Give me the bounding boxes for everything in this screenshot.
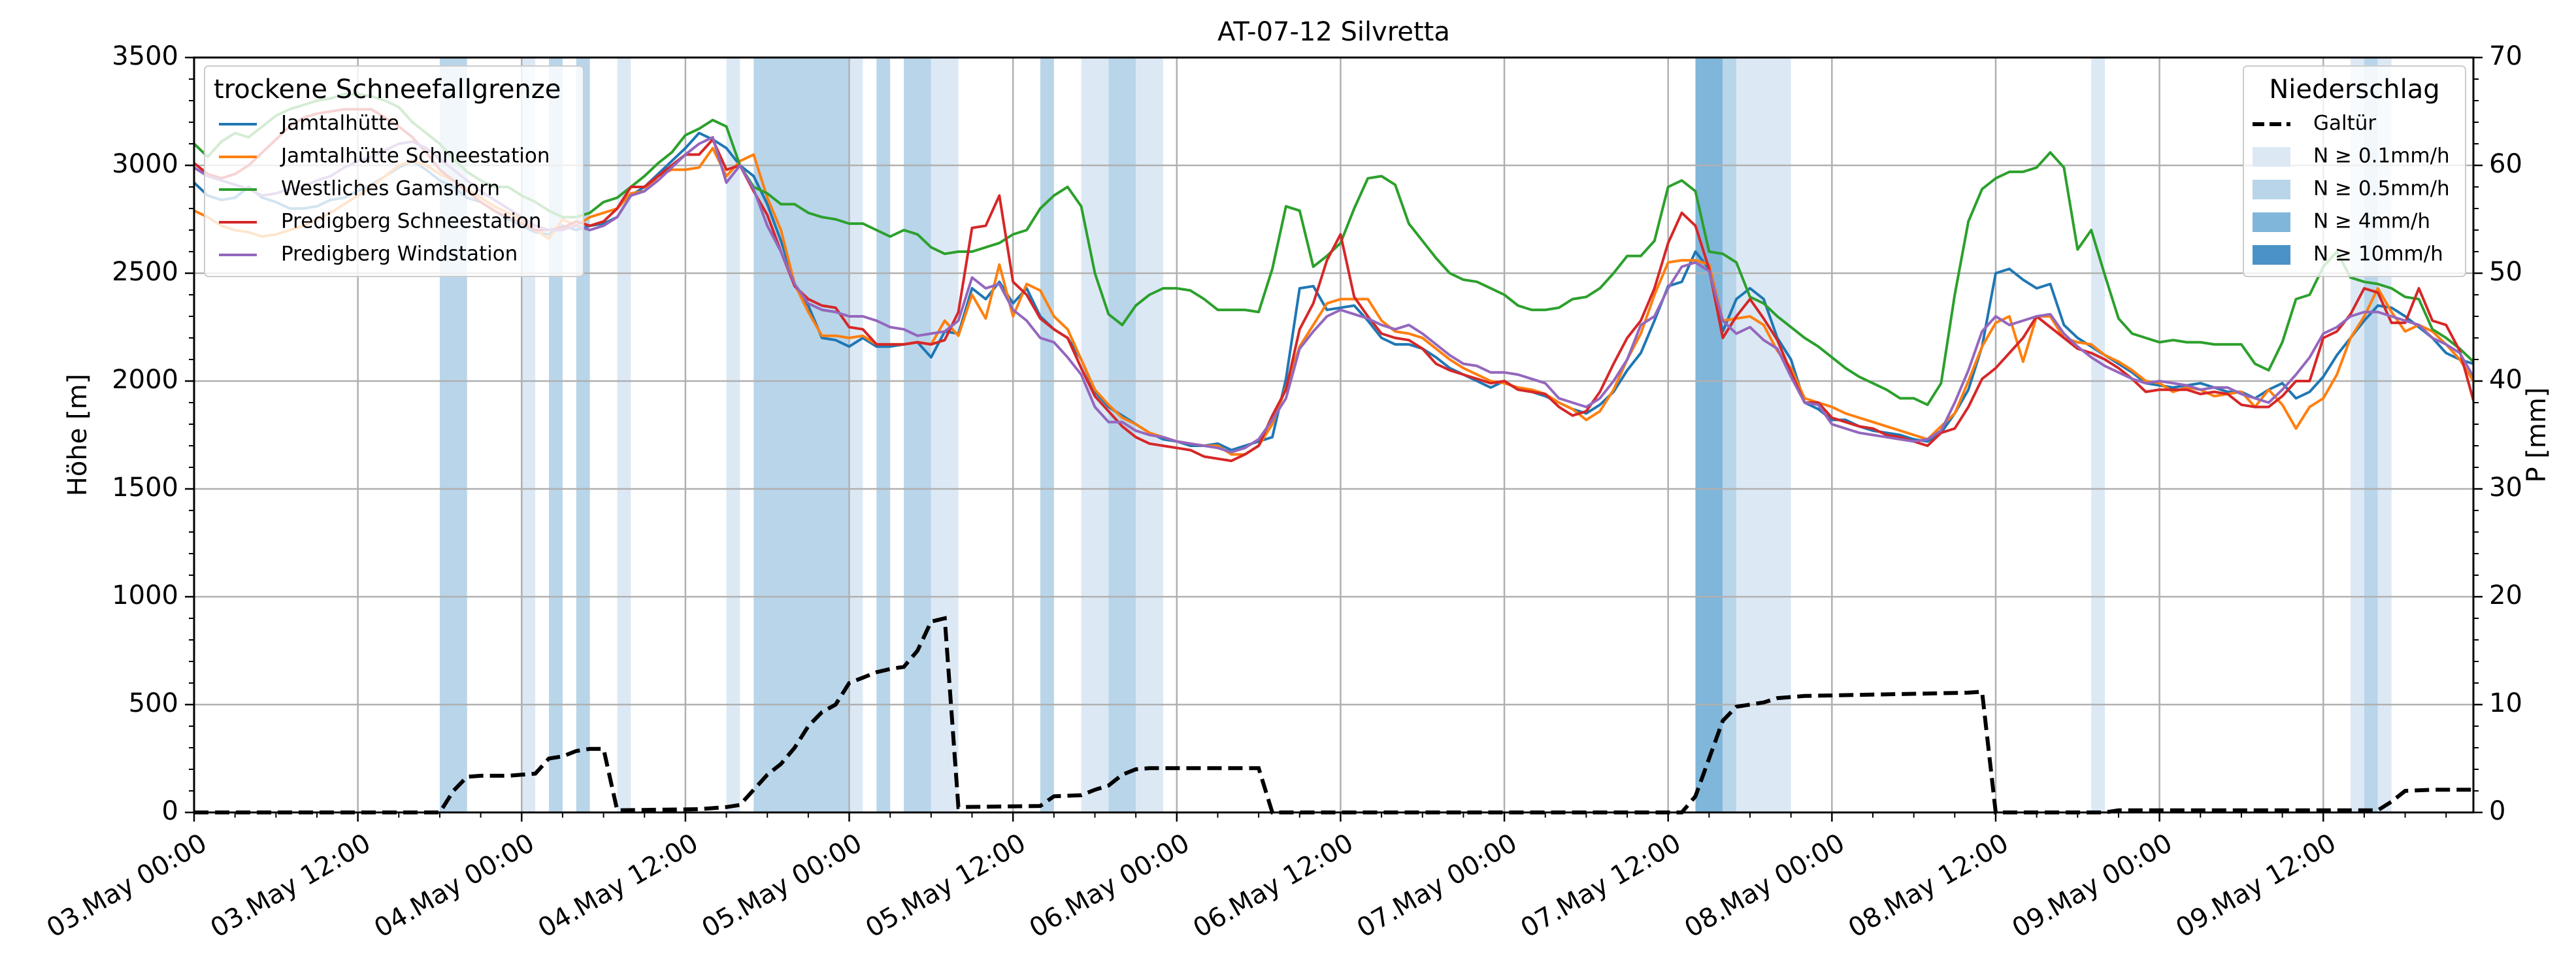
x-tick-label: 07.May 12:00 [1516, 828, 1687, 944]
precip-band [1695, 58, 1723, 812]
legend-snowline-title: trockene Schneefallgrenze [214, 75, 561, 105]
y-right-tick-label: 30 [2489, 473, 2522, 503]
y-left-tick-label: 3000 [112, 149, 178, 179]
precip-band [2091, 58, 2105, 812]
legend-snowline-items: Jamtalhütte Jamtalhütte Schneestation West… [219, 112, 550, 266]
y-left-tick-label: 0 [162, 796, 178, 826]
precip-band [726, 58, 740, 812]
precip-line-galtuer [194, 616, 2473, 814]
x-tick-label: 07.May 00:00 [1352, 828, 1523, 944]
legend-swatch-band [2253, 147, 2290, 167]
x-tick-label: 09.May 12:00 [2171, 828, 2341, 944]
precip-band [617, 58, 631, 812]
y-right-tick-label: 20 [2489, 580, 2522, 610]
plot-frame [193, 56, 2475, 814]
precip-band [1723, 58, 1737, 812]
legend-label: N ≥ 0.5mm/h [2313, 177, 2450, 201]
precip-band [1081, 58, 1109, 812]
legend-label: Jamtalhütte Schneestation [280, 144, 550, 168]
precip-band [931, 58, 959, 812]
x-tick-label: 06.May 00:00 [1025, 828, 1195, 944]
precip-band [904, 58, 931, 812]
precip-band [1040, 58, 1054, 812]
legend-label: Jamtalhütte [280, 112, 399, 135]
legend-precip-box [2243, 65, 2466, 277]
x-tick-label: 03.May 12:00 [205, 828, 376, 944]
x-tick-label: 08.May 12:00 [1843, 828, 2014, 944]
x-tick-label: 06.May 12:00 [1188, 828, 1359, 944]
precip-series [194, 616, 2473, 814]
precip-band [1736, 58, 1791, 812]
legend-label: Westliches Gamshorn [281, 177, 500, 201]
x-tick-label: 03.May 00:00 [42, 828, 212, 944]
y-left-tick-label: 3500 [112, 41, 178, 71]
precip-band [876, 58, 891, 812]
legend-label: N ≥ 4mm/h [2313, 210, 2430, 233]
x-tick-label: 09.May 00:00 [2007, 828, 2177, 944]
legend-label: Galtür [2313, 112, 2376, 135]
x-tick-label: 04.May 00:00 [369, 828, 540, 944]
legend-label: Predigberg Windstation [281, 242, 518, 266]
y-right-tick-label: 50 [2489, 257, 2522, 287]
legend-snowline-box [204, 65, 584, 277]
y-left-tick-label: 1500 [112, 473, 178, 503]
legend-precip: Niederschlag Galtür N ≥ 0.1mm/h N ≥ 0.5mm/… [2243, 65, 2466, 277]
legend-label: N ≥ 10mm/h [2313, 242, 2443, 266]
x-tick-label: 05.May 12:00 [861, 828, 1031, 944]
x-tick-label: 08.May 00:00 [1679, 828, 1850, 944]
precip-band [849, 58, 863, 812]
legend-precip-title: Niederschlag [2269, 75, 2439, 105]
x-tick-label: 04.May 12:00 [533, 828, 704, 944]
y-right-tick-label: 40 [2489, 365, 2522, 395]
y-left-tick-label: 2500 [112, 257, 178, 287]
y-right-tick-label: 70 [2489, 41, 2522, 71]
y-left-tick-label: 2000 [112, 365, 178, 395]
chart-title: AT-07-12 Silvretta [1217, 17, 1450, 47]
legend-swatch-band [2253, 245, 2290, 265]
precip-band [753, 58, 850, 812]
y-right-tick-label: 60 [2489, 149, 2522, 179]
y-axis-left-title: Höhe [m] [63, 374, 93, 496]
legend-label: Predigberg Schneestation [281, 210, 542, 233]
y-right-tick-label: 10 [2489, 688, 2522, 718]
y-left-tick-label: 1000 [112, 580, 178, 610]
legend-label: N ≥ 0.1mm/h [2313, 144, 2450, 168]
legend-swatch-band [2253, 180, 2290, 199]
y-right-tick-label: 0 [2489, 796, 2505, 826]
y-axis-right-title: P [mm] [2522, 388, 2552, 483]
legend-snowline: trockene Schneefallgrenze JamtalhütteJam… [204, 65, 584, 277]
x-tick-label: 05.May 00:00 [697, 828, 867, 944]
y-left-tick-label: 500 [129, 688, 178, 718]
legend-precip-items: Galtür N ≥ 0.1mm/h N ≥ 0.5mm/h N ≥ 4mm/h N ≥… [2253, 112, 2450, 266]
legend-swatch-band [2253, 212, 2290, 232]
